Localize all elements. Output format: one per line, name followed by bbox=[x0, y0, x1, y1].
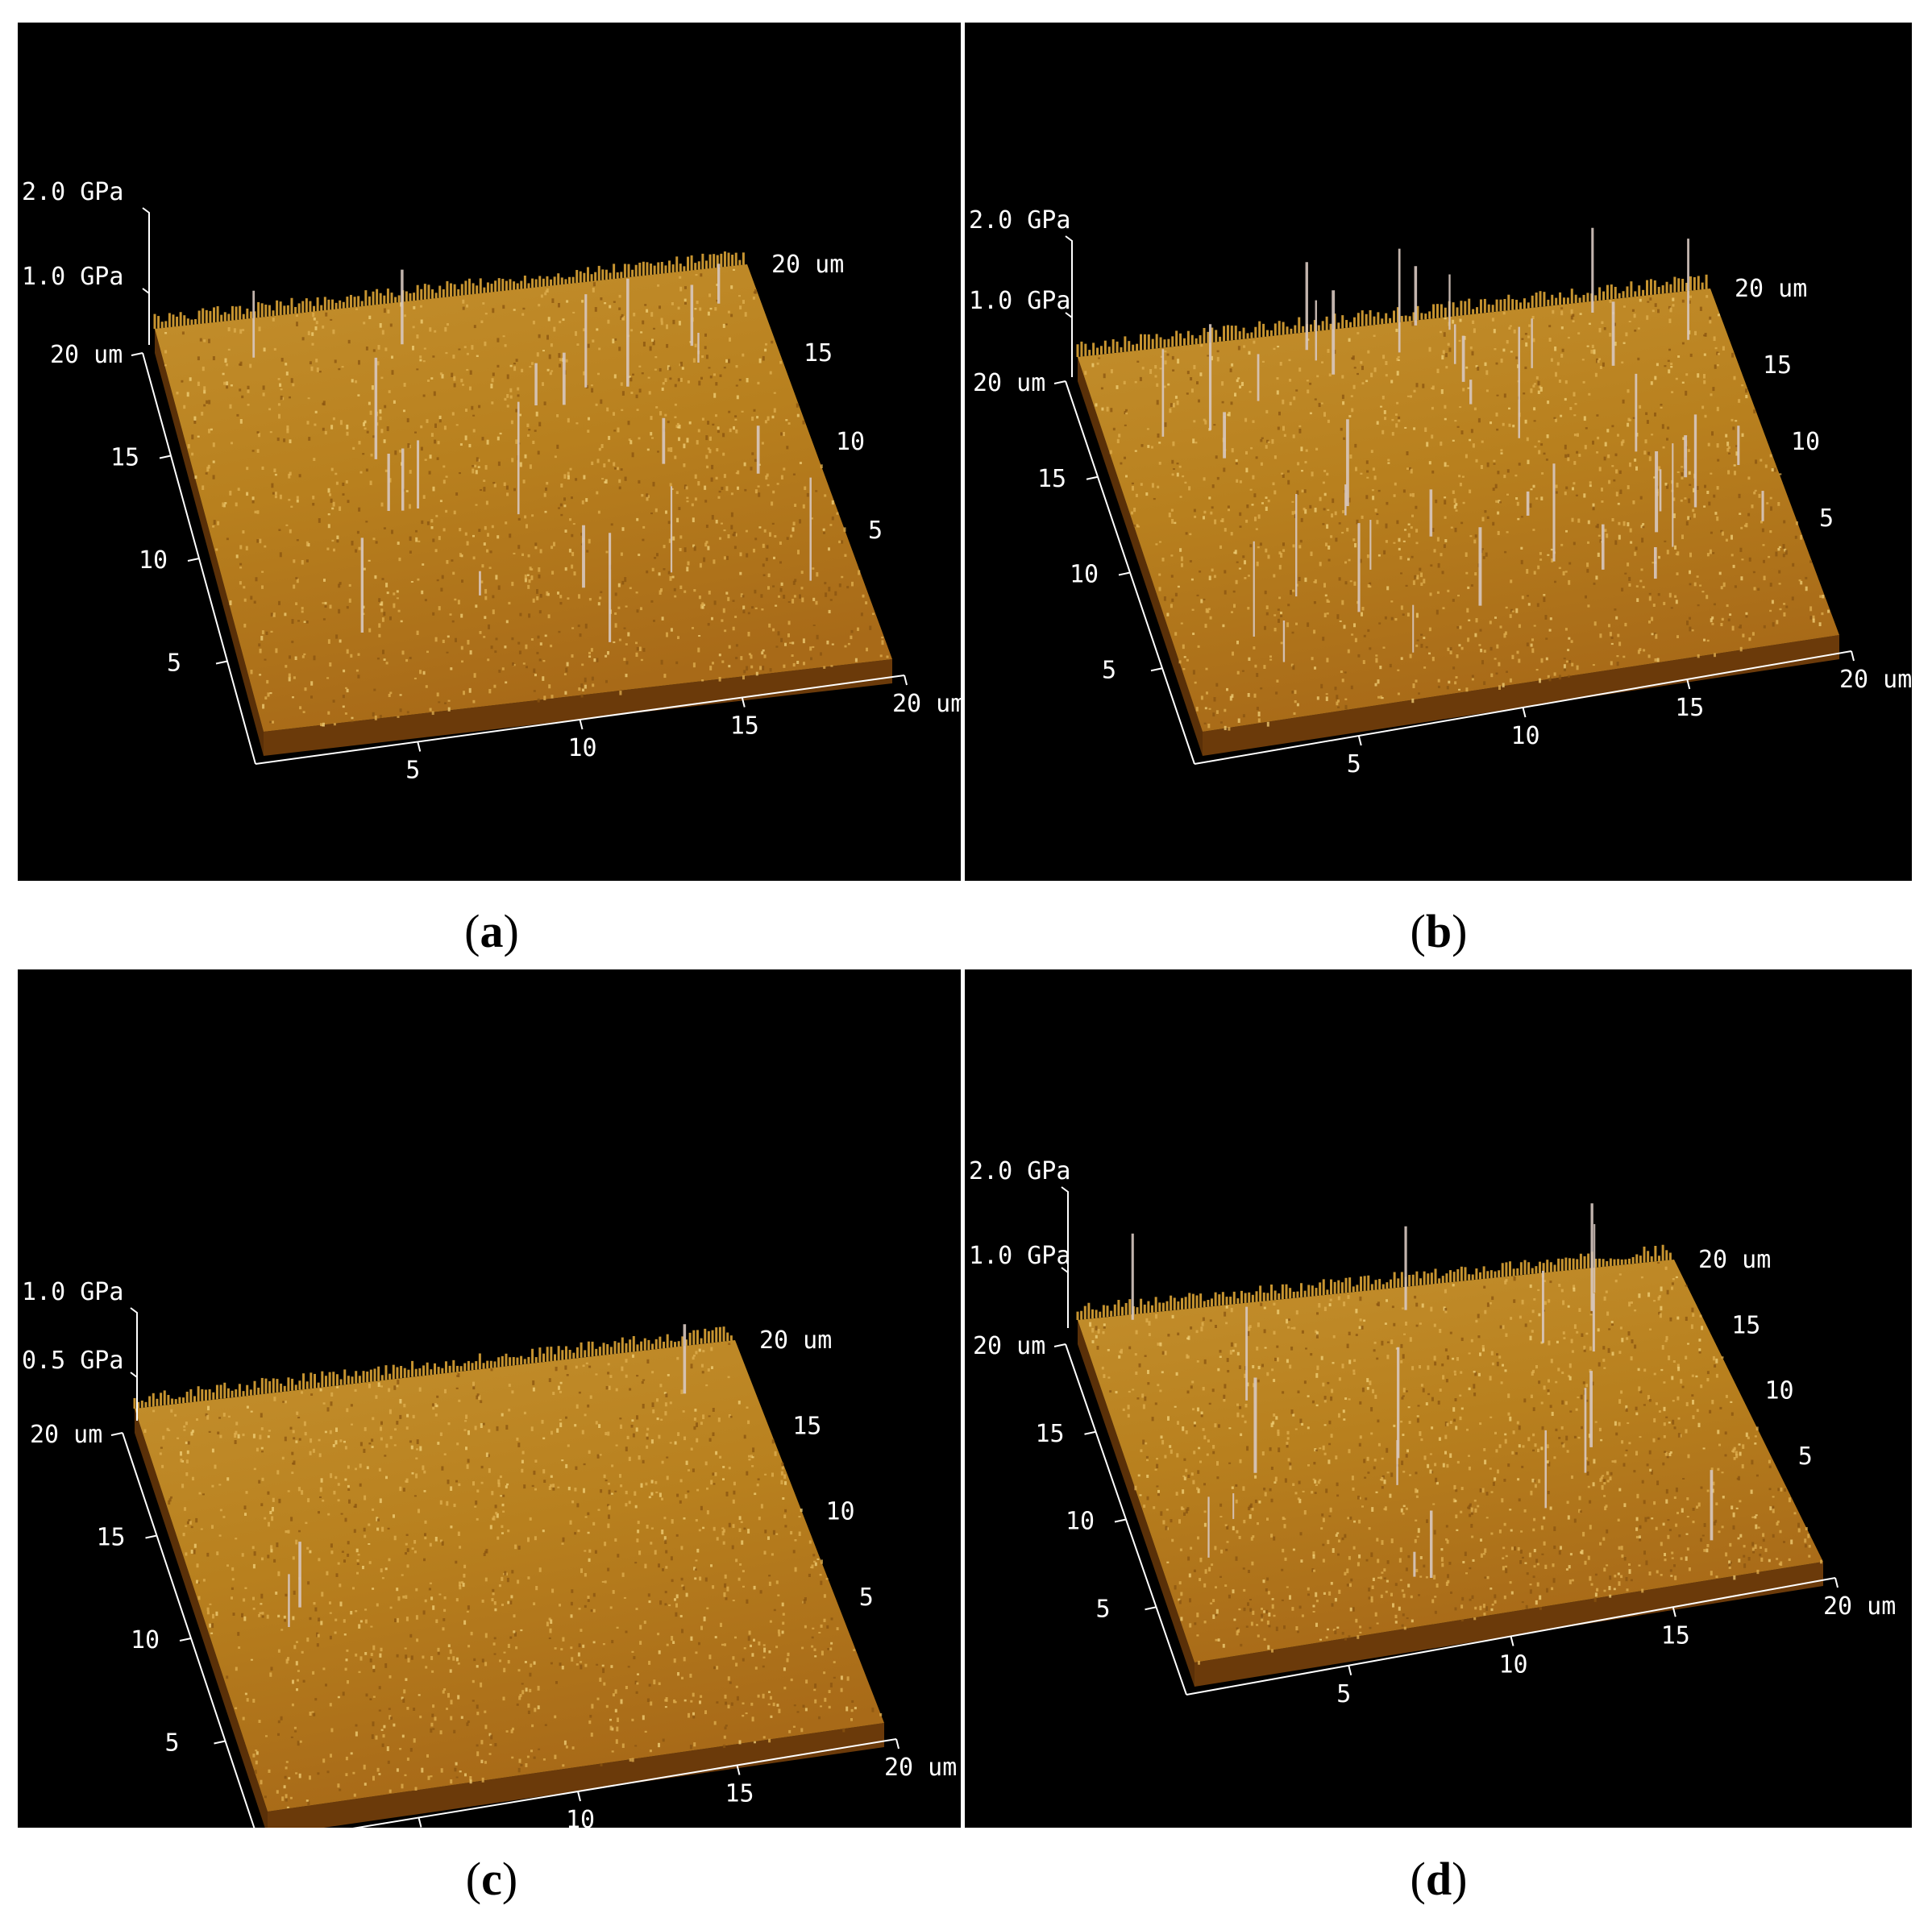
right-tick-label: 15 bbox=[1763, 351, 1792, 380]
y-tick-label: 5 bbox=[167, 650, 181, 678]
right-tick-label: 10 bbox=[1765, 1377, 1794, 1405]
right-tick-label: 10 bbox=[836, 428, 865, 456]
surface-spikes bbox=[288, 1324, 687, 1627]
afm-panel-c: 1.0 GPa 0.5 GPa 20 um 15 10 5 5 10 15 20 um 20 um 1… bbox=[18, 969, 961, 1828]
right-tick-label: 5 bbox=[868, 517, 883, 545]
x-tick-label: 20 um bbox=[1823, 1592, 1896, 1621]
x-tick-label: 20 um bbox=[892, 690, 961, 718]
surface-texture bbox=[143, 1343, 883, 1808]
surface-left-edge bbox=[155, 329, 264, 756]
x-tick-label: 5 bbox=[1347, 750, 1361, 778]
x-tick-label: 5 bbox=[1336, 1680, 1351, 1708]
x-tick-label: 20 um bbox=[884, 1754, 957, 1782]
z-axis-mid-label: 0.5 GPa bbox=[22, 1347, 123, 1375]
right-tick-label: 20 um bbox=[759, 1326, 832, 1355]
surface-back-roughness bbox=[1076, 1244, 1672, 1320]
surface-texture bbox=[1084, 295, 1830, 731]
afm-panel-d: 2.0 GPa 1.0 GPa 20 um 15 10 5 5 10 15 20 um 20 um 1… bbox=[965, 969, 1912, 1828]
y-tick-label: 15 bbox=[1037, 465, 1066, 493]
surface-back-roughness bbox=[133, 1326, 733, 1409]
surface-texture bbox=[164, 268, 889, 727]
surface-front-edge bbox=[1203, 635, 1839, 756]
surface-front-edge bbox=[264, 659, 892, 756]
axes: 2.0 GPa 1.0 GPa 20 um 15 10 5 5 10 15 20 um 20 um 1… bbox=[969, 1157, 1896, 1708]
y-tick-label: 20 um bbox=[973, 1332, 1045, 1360]
y-tick-label: 15 bbox=[1036, 1420, 1065, 1448]
right-tick-label: 15 bbox=[1731, 1311, 1760, 1339]
right-tick-label: 10 bbox=[1791, 428, 1820, 456]
afm-panel-a: 2.0 GPa 1.0 GPa 20 um 15 10 5 5 10 15 20 um 20 um 1… bbox=[18, 23, 961, 881]
surface-left-edge bbox=[135, 1409, 268, 1828]
right-tick-label: 15 bbox=[792, 1412, 821, 1440]
surface-spikes bbox=[1131, 1203, 1714, 1579]
caption-a: (a) bbox=[464, 905, 519, 957]
x-tick-label: 15 bbox=[1675, 694, 1704, 722]
x-tick-label: 20 um bbox=[1839, 666, 1912, 694]
x-tick-label: 15 bbox=[1661, 1621, 1690, 1650]
afm-surface-plot-c: 1.0 GPa 0.5 GPa 20 um 15 10 5 5 10 15 20 um 20 um 1… bbox=[22, 1278, 957, 1828]
axes: 2.0 GPa 1.0 GPa 20 um 15 10 5 5 10 15 20 um 20 um 1… bbox=[969, 206, 1912, 778]
x-tick-label: 15 bbox=[725, 1780, 754, 1808]
caption-d: (d) bbox=[1410, 1853, 1468, 1905]
y-tick-label: 5 bbox=[165, 1729, 180, 1758]
axes: 2.0 GPa 1.0 GPa 20 um 15 10 5 5 10 15 20 um 20 um 1… bbox=[22, 178, 961, 785]
right-tick-label: 20 um bbox=[1698, 1246, 1771, 1274]
y-tick-label: 10 bbox=[1070, 561, 1099, 589]
y-tick-label: 20 um bbox=[973, 369, 1045, 397]
z-axis-mid-label: 1.0 GPa bbox=[969, 1242, 1070, 1270]
surface-front-edge bbox=[1195, 1562, 1823, 1687]
afm-surface bbox=[155, 264, 892, 732]
surface-spikes bbox=[252, 264, 812, 642]
right-tick-label: 20 um bbox=[1735, 275, 1807, 303]
afm-surface-plot-b: 2.0 GPa 1.0 GPa 20 um 15 10 5 5 10 15 20 um 20 um 1… bbox=[969, 206, 1912, 778]
x-tick-label: 5 bbox=[405, 757, 420, 785]
right-tick-label: 10 bbox=[826, 1498, 855, 1526]
right-tick-label: 5 bbox=[1798, 1442, 1813, 1471]
z-axis-top-label: 2.0 GPa bbox=[22, 178, 123, 206]
y-tick-label: 10 bbox=[1066, 1508, 1095, 1536]
z-axis-mid-label: 1.0 GPa bbox=[22, 263, 123, 291]
y-tick-label: 10 bbox=[131, 1626, 160, 1654]
caption-b: (b) bbox=[1410, 905, 1468, 957]
surface-left-edge bbox=[1078, 357, 1203, 756]
right-tick-label: 20 um bbox=[771, 251, 844, 279]
y-tick-label: 5 bbox=[1096, 1595, 1111, 1623]
y-tick-label: 15 bbox=[97, 1524, 126, 1552]
z-axis-mid-label: 1.0 GPa bbox=[969, 287, 1070, 315]
afm-surface bbox=[135, 1340, 884, 1812]
x-tick-label: 15 bbox=[730, 712, 759, 741]
y-tick-label: 20 um bbox=[50, 341, 123, 369]
x-tick-label: 10 bbox=[568, 734, 597, 762]
surface-front-edge bbox=[268, 1723, 884, 1828]
right-tick-label: 5 bbox=[1819, 504, 1834, 533]
z-axis-top-label: 1.0 GPa bbox=[22, 1278, 123, 1306]
x-tick-label: 10 bbox=[1511, 722, 1540, 750]
x-tick-label: 10 bbox=[566, 1806, 595, 1828]
y-tick-label: 20 um bbox=[30, 1421, 102, 1449]
axes: 1.0 GPa 0.5 GPa 20 um 15 10 5 5 10 15 20 um 20 um 1… bbox=[22, 1278, 957, 1828]
afm-surface bbox=[1078, 1260, 1823, 1662]
afm-surface-plot-a: 2.0 GPa 1.0 GPa 20 um 15 10 5 5 10 15 20 um 20 um 1… bbox=[22, 178, 961, 785]
y-tick-label: 10 bbox=[139, 546, 168, 575]
z-axis-top-label: 2.0 GPa bbox=[969, 206, 1070, 235]
right-tick-label: 15 bbox=[804, 339, 833, 367]
surface-left-edge bbox=[1078, 1320, 1195, 1687]
afm-panel-b: 2.0 GPa 1.0 GPa 20 um 15 10 5 5 10 15 20 um 20 um 1… bbox=[965, 23, 1912, 881]
afm-surface-plot-d: 2.0 GPa 1.0 GPa 20 um 15 10 5 5 10 15 20 um 20 um 1… bbox=[969, 1157, 1896, 1708]
y-tick-label: 5 bbox=[1102, 656, 1116, 684]
right-tick-label: 5 bbox=[859, 1584, 874, 1612]
y-tick-label: 15 bbox=[110, 444, 139, 472]
surface-spikes bbox=[1161, 227, 1764, 662]
x-tick-label: 10 bbox=[1499, 1651, 1528, 1679]
z-axis-top-label: 2.0 GPa bbox=[969, 1157, 1070, 1185]
surface-texture bbox=[1089, 1262, 1822, 1665]
caption-c: (c) bbox=[465, 1853, 518, 1905]
